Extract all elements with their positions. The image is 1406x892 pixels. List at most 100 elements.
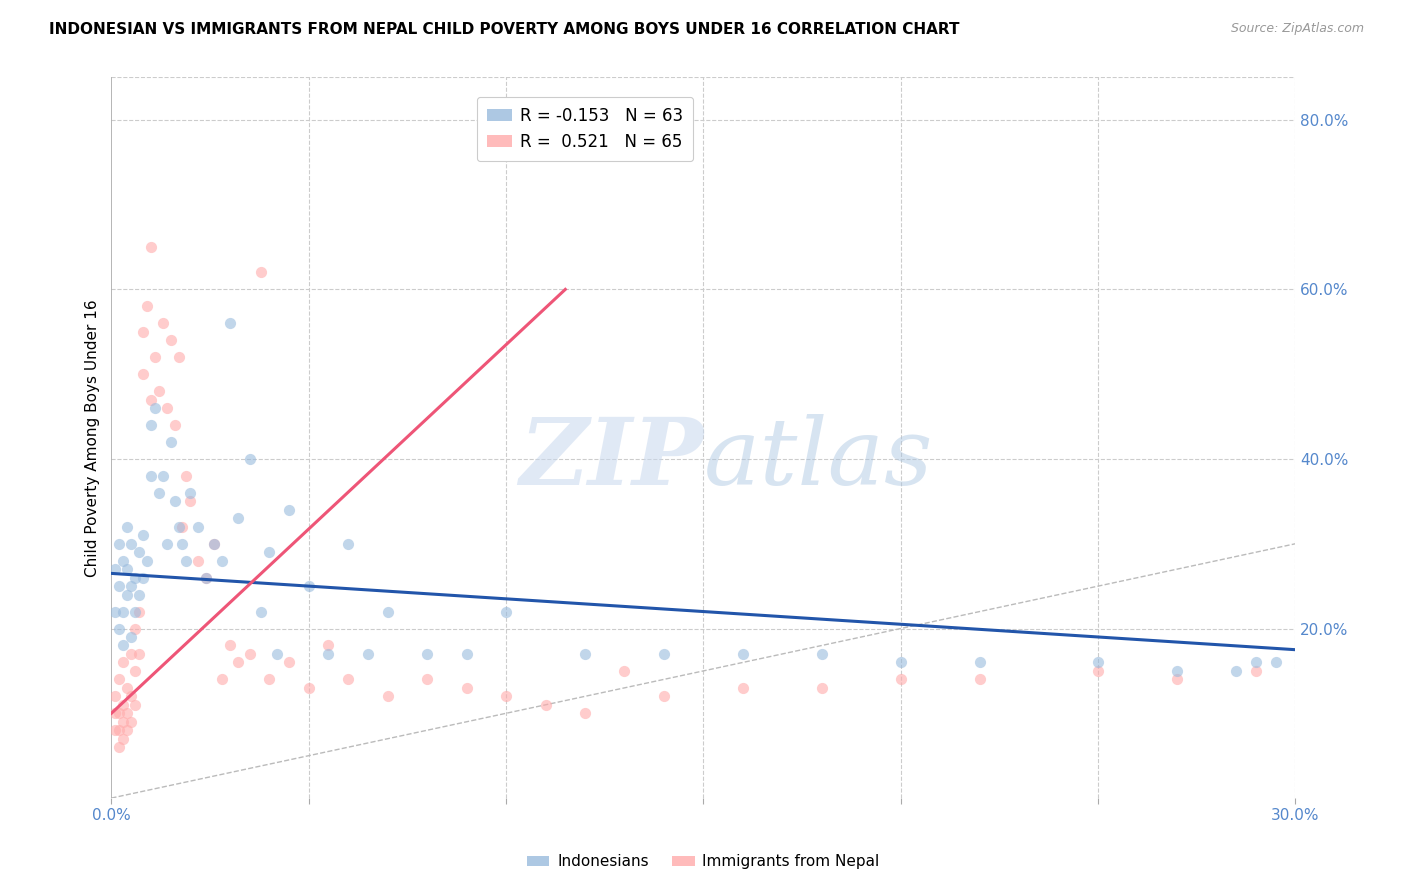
Point	[104, 605, 127, 619]
Point	[574, 706, 596, 721]
Point	[337, 673, 360, 687]
Point	[108, 579, 131, 593]
Point	[159, 435, 181, 450]
Point	[115, 723, 138, 738]
Point	[108, 740, 131, 755]
Point	[128, 605, 150, 619]
Point	[104, 723, 127, 738]
Point	[128, 545, 150, 559]
Point	[139, 417, 162, 432]
Point	[318, 647, 340, 661]
Point	[120, 647, 142, 661]
Point	[108, 723, 131, 738]
Point	[187, 520, 209, 534]
Point	[152, 469, 174, 483]
Point	[120, 537, 142, 551]
Point	[318, 639, 340, 653]
Point	[167, 520, 190, 534]
Point	[574, 647, 596, 661]
Point	[148, 384, 170, 398]
Point	[211, 673, 233, 687]
Point	[259, 673, 281, 687]
Point	[104, 706, 127, 721]
Point	[124, 605, 146, 619]
Point	[163, 494, 186, 508]
Point	[143, 401, 166, 415]
Point	[202, 537, 225, 551]
Point	[652, 647, 675, 661]
Point	[112, 714, 135, 729]
Point	[811, 647, 834, 661]
Point	[377, 605, 399, 619]
Point	[104, 562, 127, 576]
Point	[226, 511, 249, 525]
Point	[357, 647, 380, 661]
Point	[156, 537, 179, 551]
Point	[969, 673, 991, 687]
Point	[1087, 656, 1109, 670]
Point	[124, 571, 146, 585]
Point	[238, 647, 260, 661]
Point	[108, 537, 131, 551]
Point	[115, 706, 138, 721]
Point	[115, 520, 138, 534]
Point	[226, 656, 249, 670]
Point	[1166, 673, 1188, 687]
Point	[1264, 656, 1286, 670]
Point	[176, 554, 198, 568]
Point	[1166, 664, 1188, 678]
Point	[120, 630, 142, 644]
Point	[456, 681, 478, 695]
Point	[202, 537, 225, 551]
Point	[128, 588, 150, 602]
Point	[132, 528, 155, 542]
Point	[172, 537, 194, 551]
Point	[136, 299, 159, 313]
Point	[152, 316, 174, 330]
Point	[195, 571, 218, 585]
Point	[969, 656, 991, 670]
Point	[238, 452, 260, 467]
Point	[416, 647, 439, 661]
Point	[731, 681, 754, 695]
Point	[136, 554, 159, 568]
Point	[139, 240, 162, 254]
Point	[890, 656, 912, 670]
Point	[179, 486, 201, 500]
Point	[112, 698, 135, 712]
Point	[143, 350, 166, 364]
Text: INDONESIAN VS IMMIGRANTS FROM NEPAL CHILD POVERTY AMONG BOYS UNDER 16 CORRELATIO: INDONESIAN VS IMMIGRANTS FROM NEPAL CHIL…	[49, 22, 960, 37]
Point	[613, 664, 636, 678]
Point	[195, 571, 218, 585]
Point	[731, 647, 754, 661]
Point	[266, 647, 288, 661]
Point	[187, 554, 209, 568]
Point	[377, 690, 399, 704]
Point	[250, 605, 273, 619]
Point	[1244, 656, 1267, 670]
Point	[495, 690, 517, 704]
Text: ZIP: ZIP	[519, 415, 703, 504]
Text: Source: ZipAtlas.com: Source: ZipAtlas.com	[1230, 22, 1364, 36]
Point	[298, 579, 321, 593]
Point	[167, 350, 190, 364]
Point	[278, 656, 301, 670]
Point	[337, 537, 360, 551]
Point	[456, 647, 478, 661]
Point	[259, 545, 281, 559]
Point	[139, 392, 162, 407]
Point	[124, 664, 146, 678]
Point	[172, 520, 194, 534]
Point	[115, 681, 138, 695]
Point	[132, 325, 155, 339]
Point	[298, 681, 321, 695]
Point	[115, 562, 138, 576]
Point	[112, 639, 135, 653]
Point	[1087, 664, 1109, 678]
Point	[132, 367, 155, 381]
Point	[250, 265, 273, 279]
Point	[534, 698, 557, 712]
Y-axis label: Child Poverty Among Boys Under 16: Child Poverty Among Boys Under 16	[86, 299, 100, 576]
Point	[132, 571, 155, 585]
Point	[156, 401, 179, 415]
